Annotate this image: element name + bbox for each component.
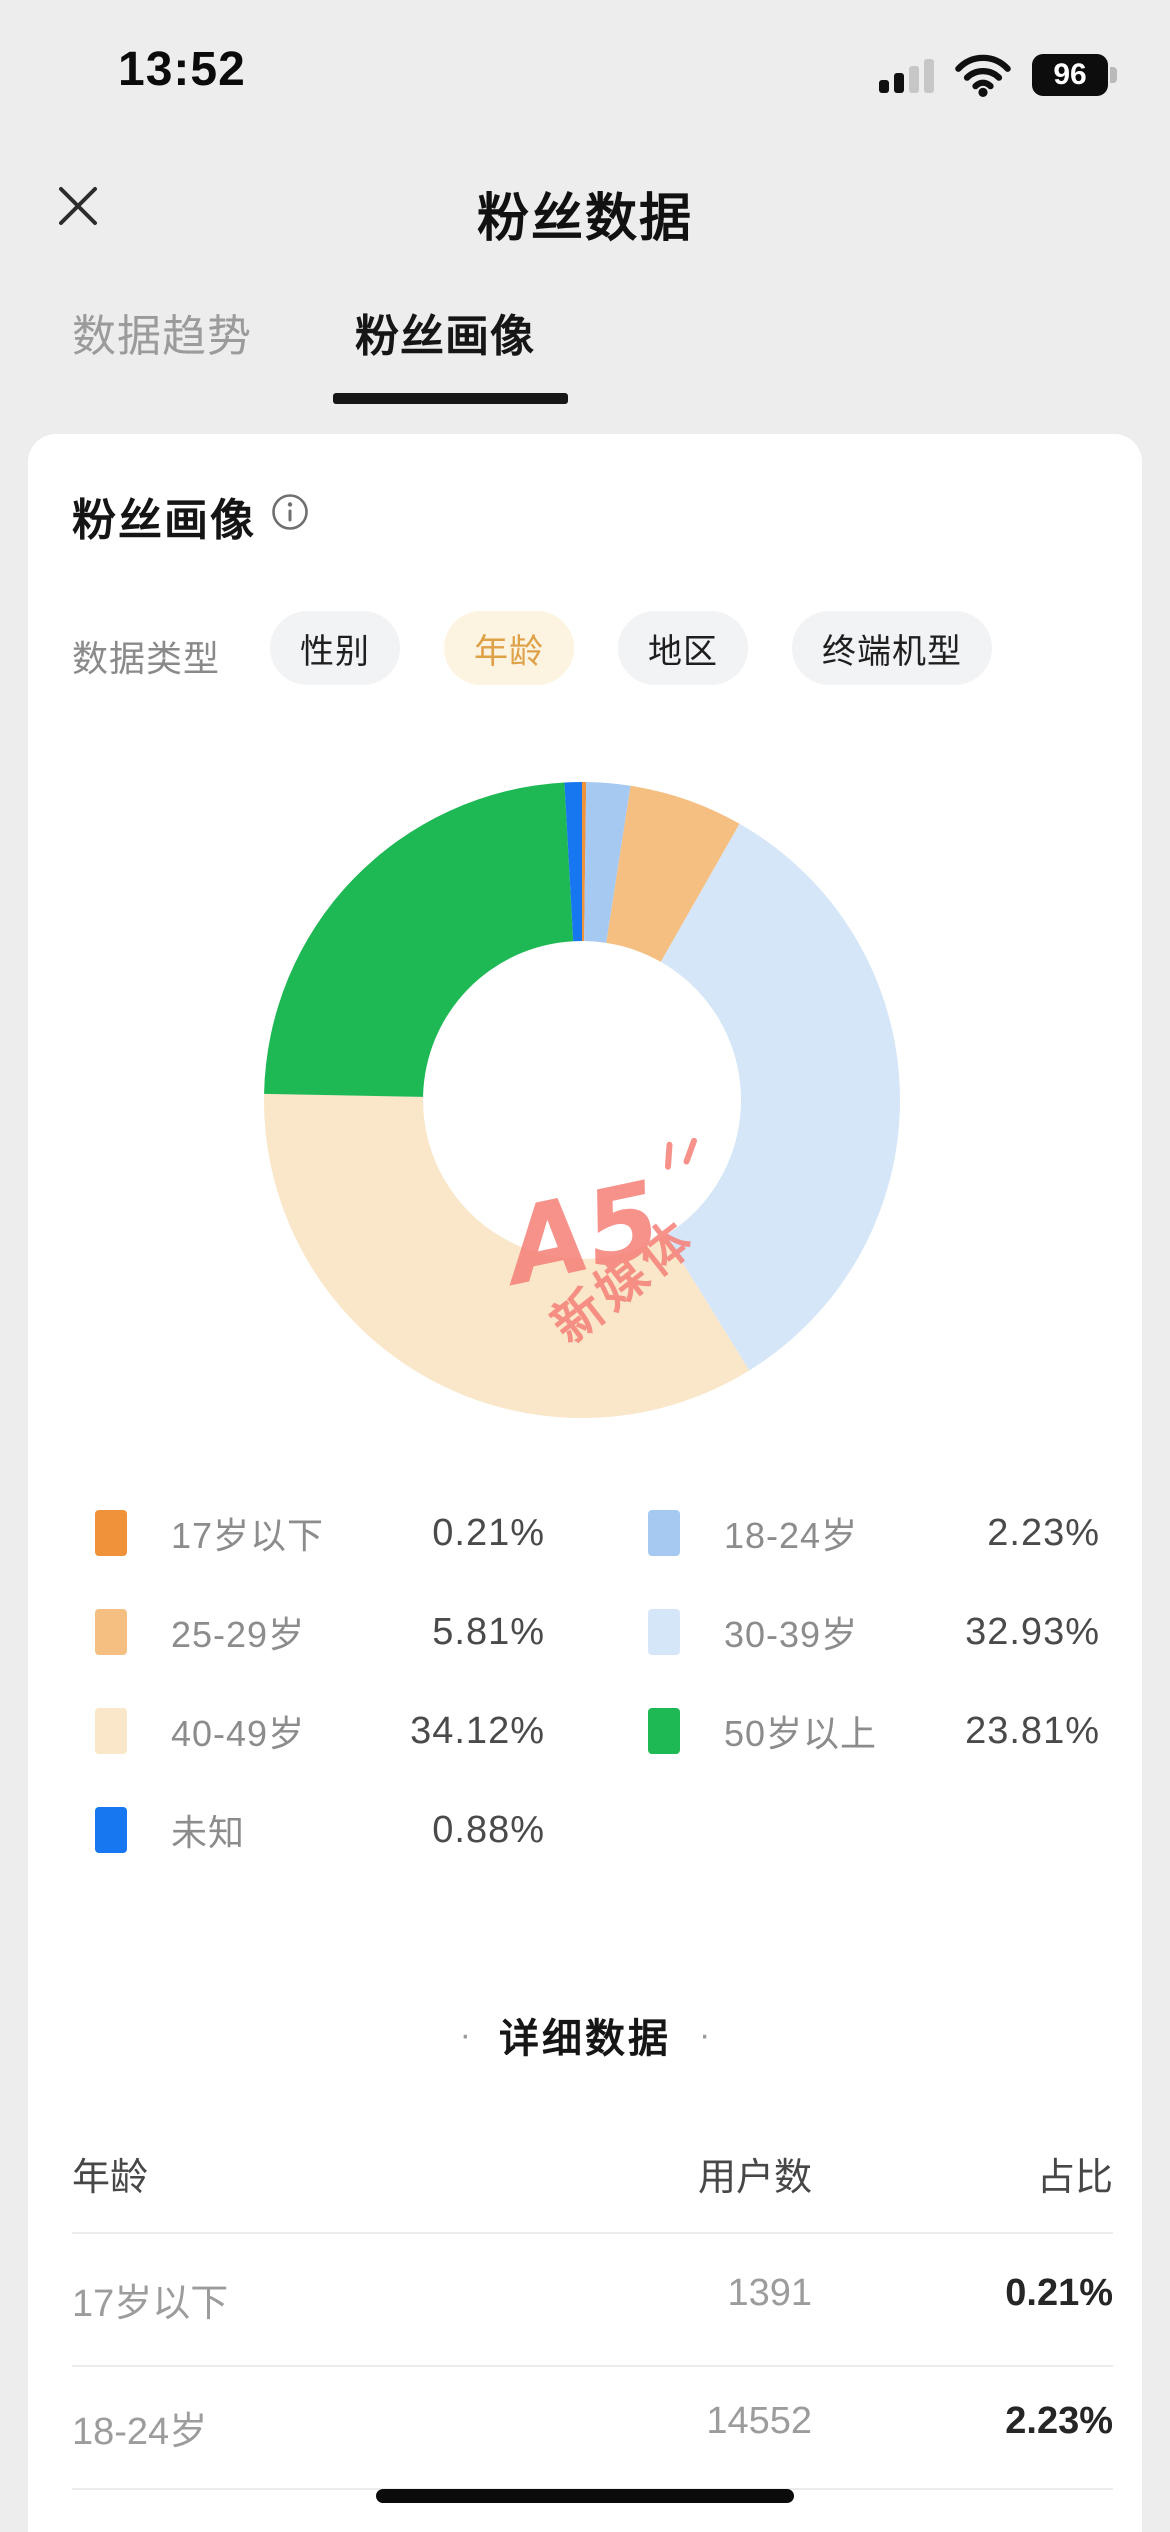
cell-users: 1391 xyxy=(727,2272,812,2314)
donut-slice-30-39岁[interactable] xyxy=(660,823,901,1371)
legend-item-未知: 未知 0.88% xyxy=(95,1800,545,1860)
age-donut-chart xyxy=(264,782,901,1419)
legend-value: 34.12% xyxy=(410,1709,545,1752)
legend-swatch xyxy=(648,1510,680,1556)
close-icon[interactable] xyxy=(52,180,104,232)
detail-section-heading: · 详细数据 · xyxy=(28,2006,1142,2064)
legend-item-18-24岁: 18-24岁 2.23% xyxy=(648,1503,1100,1563)
legend-swatch xyxy=(95,1708,127,1754)
status-time: 13:52 xyxy=(118,43,246,96)
legend-swatch xyxy=(648,1609,680,1655)
col-header-ratio: 占比 xyxy=(1036,2157,1113,2199)
donut-slice-25-29岁[interactable] xyxy=(606,785,740,962)
legend-swatch xyxy=(95,1807,127,1853)
filter-chip-2[interactable]: 地区 xyxy=(618,611,748,685)
data-type-chips: 性别 年龄 地区 终端机型 xyxy=(270,610,992,686)
legend-value: 5.81% xyxy=(432,1610,545,1653)
donut-slice-50岁以上[interactable] xyxy=(264,782,574,1097)
tab-data-trend[interactable]: 数据趋势 xyxy=(72,312,252,361)
col-header-age: 年龄 xyxy=(72,2157,149,2199)
donut-slice-18-24岁[interactable] xyxy=(584,782,631,943)
filter-chip-3[interactable]: 终端机型 xyxy=(792,611,992,685)
fan-portrait-card: 粉丝画像 数据类型 性别 年龄 地区 终端机型 A5 新媒体 17岁以下 0.21% 18… xyxy=(28,434,1142,2532)
legend-value: 0.21% xyxy=(432,1511,545,1554)
card-title: 粉丝画像 xyxy=(72,496,256,545)
heading-dot-right: · xyxy=(699,2015,711,2054)
legend-label: 40-49岁 xyxy=(171,1713,306,1754)
battery-nub xyxy=(1110,67,1117,83)
filter-chip-1[interactable]: 年龄 xyxy=(444,611,574,685)
donut-slice-17岁以下[interactable] xyxy=(582,782,587,942)
cellular-signal-icon xyxy=(879,57,934,93)
heading-dot-left: · xyxy=(459,2015,471,2054)
cell-ratio: 0.21% xyxy=(1005,2272,1113,2314)
legend-value: 0.88% xyxy=(432,1808,545,1851)
table-row-18-24岁: 18-24岁 14552 2.23% xyxy=(28,2400,1142,2456)
table-divider xyxy=(72,2365,1113,2367)
home-indicator[interactable] xyxy=(376,2489,794,2503)
filter-label: 数据类型 xyxy=(72,638,221,679)
table-header-row: 年龄 用户数 占比 xyxy=(28,2146,1142,2199)
legend-value: 2.23% xyxy=(987,1511,1100,1554)
legend-label: 18-24岁 xyxy=(724,1515,859,1556)
legend-swatch xyxy=(95,1510,127,1556)
legend-label: 25-29岁 xyxy=(171,1614,306,1655)
legend-label: 未知 xyxy=(171,1812,246,1853)
legend-item-30-39岁: 30-39岁 32.93% xyxy=(648,1602,1100,1662)
table-row-17岁以下: 17岁以下 1391 0.21% xyxy=(28,2272,1142,2328)
table-divider xyxy=(72,2232,1113,2234)
col-header-users: 用户数 xyxy=(697,2157,812,2199)
legend-value: 23.81% xyxy=(965,1709,1100,1752)
page-title: 粉丝数据 xyxy=(476,190,693,248)
donut-slice-未知[interactable] xyxy=(564,782,582,942)
wifi-icon xyxy=(955,54,1011,97)
legend-item-50岁以上: 50岁以上 23.81% xyxy=(648,1701,1100,1761)
legend-label: 17岁以下 xyxy=(171,1515,325,1556)
legend-item-40-49岁: 40-49岁 34.12% xyxy=(95,1701,545,1761)
battery-indicator: 96 xyxy=(1032,54,1117,96)
filter-chip-0[interactable]: 性别 xyxy=(270,611,400,685)
legend-value: 32.93% xyxy=(965,1610,1100,1653)
cell-ratio: 2.23% xyxy=(1005,2400,1113,2442)
battery-percent: 96 xyxy=(1053,58,1087,91)
active-tab-underline xyxy=(333,393,568,404)
legend-label: 30-39岁 xyxy=(724,1614,859,1655)
info-icon[interactable] xyxy=(270,492,310,532)
legend-swatch xyxy=(95,1609,127,1655)
legend-item-17岁以下: 17岁以下 0.21% xyxy=(95,1503,545,1563)
cell-users: 14552 xyxy=(706,2400,812,2442)
detail-title: 详细数据 xyxy=(499,2017,671,2061)
tab-fan-portrait[interactable]: 粉丝画像 xyxy=(355,312,535,361)
legend-item-25-29岁: 25-29岁 5.81% xyxy=(95,1602,545,1662)
legend-label: 50岁以上 xyxy=(724,1713,878,1754)
cell-age: 18-24岁 xyxy=(72,2411,208,2453)
donut-slice-40-49岁[interactable] xyxy=(264,1093,750,1419)
status-icons: 96 xyxy=(879,50,1117,100)
legend-swatch xyxy=(648,1708,680,1754)
cell-age: 17岁以下 xyxy=(72,2283,229,2325)
